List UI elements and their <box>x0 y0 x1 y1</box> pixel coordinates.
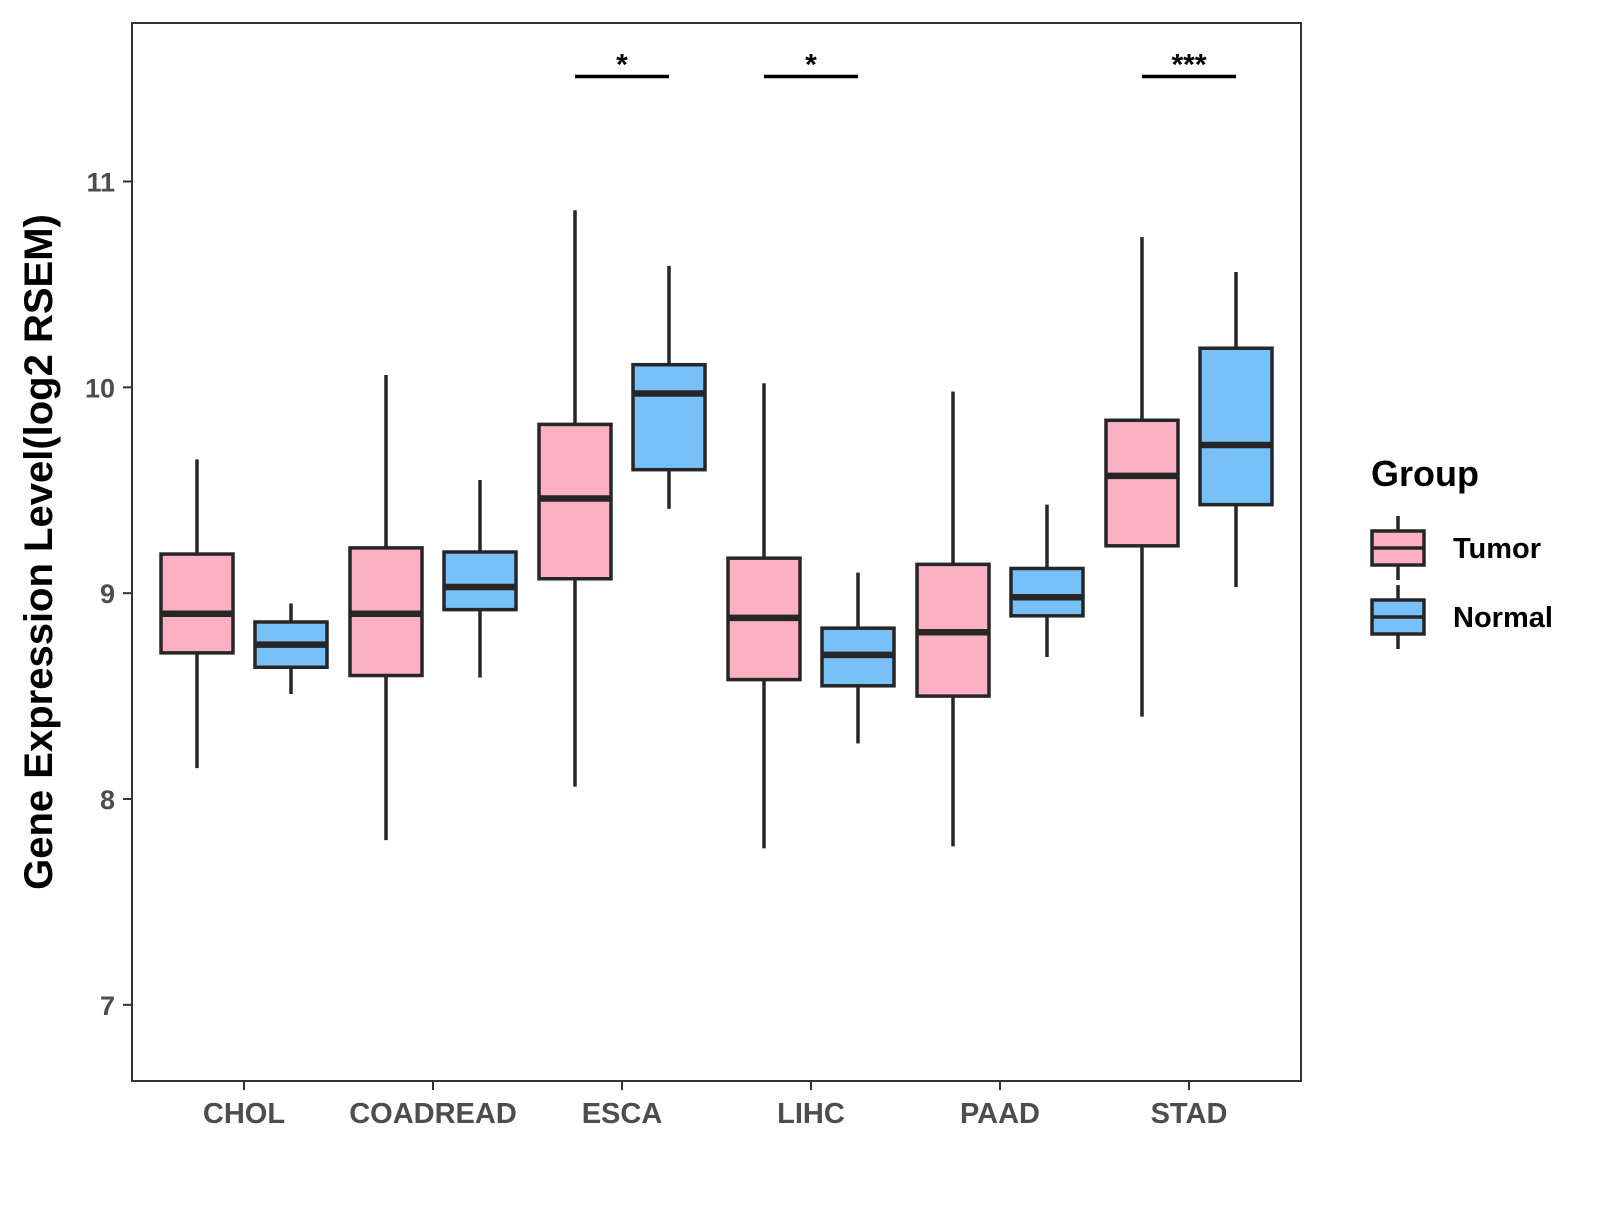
legend-label-normal: Normal <box>1453 602 1553 634</box>
x-tick-label-chol: CHOL <box>203 1098 285 1130</box>
significance-lihc: * <box>764 49 858 82</box>
significance-label: *** <box>1171 49 1206 82</box>
box-stad-normal <box>1198 346 1274 507</box>
y-tick-label: 8 <box>100 785 115 815</box>
box-paad-normal <box>1009 566 1085 618</box>
y-axis-title: Gene Expression Level(log2 RSEM) <box>17 214 61 890</box>
x-tick-label-coadread: COADREAD <box>349 1098 517 1130</box>
x-tick-label-esca: ESCA <box>582 1098 663 1130</box>
significance-label: * <box>805 49 817 82</box>
box-coadread-normal <box>442 550 518 612</box>
x-tick-label-lihc: LIHC <box>777 1098 845 1130</box>
y-tick-label: 7 <box>100 991 115 1021</box>
series-normal <box>253 265 1274 744</box>
series-tumor <box>159 210 1180 849</box>
legend-entry-tumor: Tumor <box>1370 516 1541 580</box>
box-chol-tumor <box>159 552 235 655</box>
x-tick-label-paad: PAAD <box>960 1098 1040 1130</box>
legend-entry-normal: Normal <box>1370 585 1553 649</box>
y-tick-label: 10 <box>85 373 115 403</box>
legend: Group Tumor Normal <box>1370 453 1553 649</box>
legend-title: Group <box>1371 453 1479 494</box>
box-stad-tumor <box>1104 418 1180 548</box>
x-tick-label-stad: STAD <box>1151 1098 1228 1130</box>
plot-panel-border <box>131 22 1302 1082</box>
plot-data-layer: * * *** <box>159 49 1274 849</box>
significance-label: * <box>616 49 628 82</box>
axes-layer: 7 8 9 10 11 CHOL COADREAD ESCA LIHC PAAD STAD <box>85 167 1227 1130</box>
significance-stad: *** <box>1142 49 1236 82</box>
legend-label-tumor: Tumor <box>1453 533 1541 565</box>
significance-esca: * <box>575 49 669 82</box>
y-tick-label: 11 <box>86 167 115 197</box>
box-esca-normal <box>631 362 707 472</box>
y-tick-label: 9 <box>100 579 115 609</box>
